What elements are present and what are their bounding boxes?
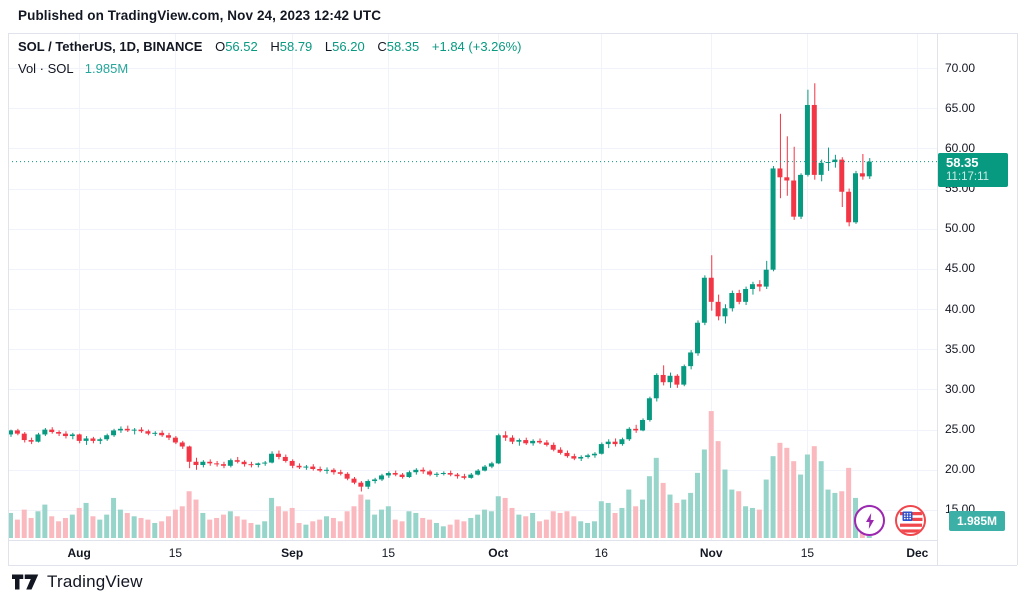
published-caption: Published on TradingView.com, Nov 24, 20… — [18, 8, 382, 23]
us-flag-button[interactable] — [895, 505, 926, 536]
time-axis-label: Nov — [699, 546, 723, 560]
bar-countdown: 11:17:11 — [946, 170, 990, 183]
price-axis-label: 70.00 — [945, 60, 976, 75]
time-axis-label: Oct — [488, 546, 509, 560]
tradingview-logo-text: TradingView — [47, 572, 143, 591]
price-axis-label: 65.00 — [945, 100, 976, 115]
time-axis-label: 15 — [800, 546, 815, 560]
time-axis-label: 15 — [381, 546, 396, 560]
ohlc-high: H58.79 — [270, 39, 313, 54]
price-axis-label: 20.00 — [945, 462, 976, 477]
time-axis-label: Aug — [67, 546, 91, 560]
tradingview-logo-icon — [12, 574, 39, 590]
tradingview-attribution[interactable]: TradingView — [12, 572, 143, 592]
time-axis-label: Dec — [906, 546, 929, 560]
legend-volume-row: Vol · SOL 1.985M — [18, 61, 522, 76]
price-axis-label: 50.00 — [945, 221, 976, 236]
lightning-idea-button[interactable] — [854, 505, 885, 536]
last-price-badge: 58.35 11:17:11 — [938, 152, 1008, 187]
price-axis-label: 60.00 — [945, 140, 976, 155]
price-axis-label: 40.00 — [945, 301, 976, 316]
price-axis-label: 25.00 — [945, 422, 976, 437]
price-axis-label: 35.00 — [945, 341, 976, 356]
time-axis-label: 15 — [168, 546, 183, 560]
time-axis-label: Sep — [281, 546, 304, 560]
volume-label: Vol · SOL — [18, 61, 74, 76]
ohlc-low: L56.20 — [324, 39, 365, 54]
ohlc-close: C58.35 — [377, 39, 420, 54]
price-axis-label: 30.00 — [945, 381, 976, 396]
last-price-value: 58.35 — [946, 154, 979, 170]
price-axis-label: 45.00 — [945, 261, 976, 276]
lightning-bolt-icon — [865, 512, 874, 529]
volume-badge: 1.985M — [949, 511, 1005, 531]
legend-main-row: SOL / TetherUS, 1D, BINANCE O56.52 H58.7… — [18, 39, 522, 54]
ohlc-open: O56.52 — [215, 39, 258, 54]
symbol-title: SOL / TetherUS, 1D, BINANCE — [18, 39, 203, 54]
chart-legend: SOL / TetherUS, 1D, BINANCE O56.52 H58.7… — [18, 39, 522, 76]
time-axis-label: 16 — [594, 546, 608, 560]
us-flag-icon — [899, 511, 922, 533]
volume-value: 1.985M — [84, 61, 129, 76]
change-value: +1.84 (+3.26%) — [431, 39, 522, 54]
